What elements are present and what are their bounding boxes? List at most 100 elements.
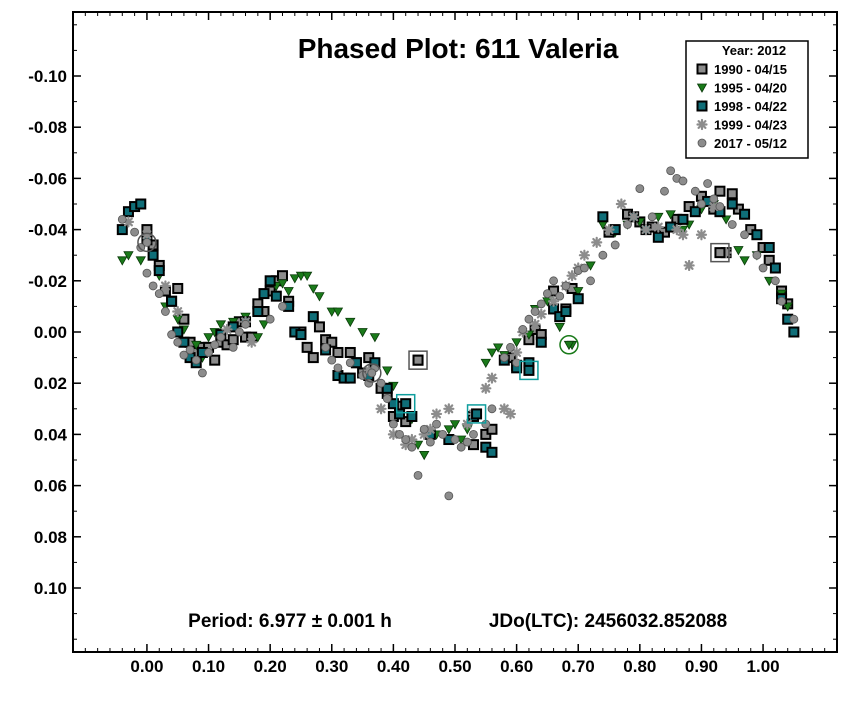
point-series-4	[197, 368, 207, 378]
legend-label: 1995 - 04/20	[714, 81, 787, 96]
point-series-1	[492, 343, 504, 353]
x-tick-label: 0.60	[500, 657, 533, 676]
point-series-3	[246, 336, 258, 348]
legend: Year: 2012 1990 - 04/15 1995 - 04/20 1998 …	[685, 40, 809, 159]
point-series-2	[739, 208, 751, 220]
point-series-4	[210, 340, 220, 350]
point-series-1	[123, 251, 134, 261]
point-series-3	[603, 224, 615, 236]
point-series-1	[554, 322, 565, 333]
point-series-1	[135, 256, 146, 266]
point-series-1	[480, 358, 491, 369]
point-series-4	[327, 355, 337, 365]
point-series-0	[172, 282, 184, 294]
point-series-0	[714, 185, 726, 197]
y-tick-label: -0.02	[28, 272, 67, 291]
point-series-3	[652, 221, 664, 233]
point-series-0	[344, 346, 356, 358]
point-series-4	[740, 230, 749, 240]
highlight-outline	[395, 393, 416, 414]
point-series-3	[486, 372, 498, 384]
point-series-4	[321, 342, 331, 352]
point-series-4	[444, 491, 454, 501]
point-series-4	[530, 307, 540, 316]
point-series-0	[227, 334, 239, 346]
point-series-3	[566, 270, 578, 282]
point-series-1	[308, 284, 319, 294]
point-series-2	[344, 372, 356, 384]
highlight-point	[714, 247, 726, 259]
point-series-4	[635, 184, 645, 194]
highlight-markers	[137, 232, 730, 424]
point-series-4	[419, 424, 429, 434]
point-series-1	[449, 420, 461, 430]
point-series-4	[204, 348, 213, 357]
y-tick-label: 0.02	[34, 374, 67, 393]
highlight-outline	[362, 363, 382, 383]
x-tick-label: 0.30	[315, 657, 348, 676]
point-series-4	[345, 358, 355, 368]
point-series-2	[166, 295, 178, 307]
legend-box	[685, 40, 809, 159]
point-series-1	[739, 256, 750, 266]
point-series-1	[332, 307, 344, 317]
point-series-2	[677, 213, 689, 225]
point-series-4	[610, 240, 620, 250]
epoch-label: JDo(LTC): 2456032.852088	[489, 611, 727, 632]
highlight-outline	[466, 404, 487, 424]
point-series-4	[413, 470, 423, 480]
point-series-2	[597, 211, 609, 223]
point-series-3	[443, 403, 455, 415]
point-series-4	[228, 342, 238, 352]
point-series-4	[703, 179, 713, 188]
legend-marker-1	[696, 83, 708, 93]
point-series-4	[173, 337, 183, 347]
point-series-4	[647, 212, 657, 222]
point-series-0	[763, 254, 775, 266]
point-series-1	[585, 261, 596, 271]
point-series-4	[148, 281, 158, 291]
point-series-4	[549, 276, 558, 286]
point-series-4	[167, 330, 176, 339]
y-tick-label: 0.06	[34, 477, 67, 496]
point-series-4	[191, 355, 201, 365]
point-series-2	[135, 198, 147, 210]
point-series-4	[561, 281, 571, 291]
chart-title: Phased Plot: 611 Valeria	[298, 33, 619, 64]
legend-label: 1999 - 04/23	[714, 118, 787, 133]
point-series-1	[665, 210, 676, 220]
point-series-2	[535, 336, 547, 348]
point-series-4	[666, 166, 676, 176]
point-series-4	[543, 289, 552, 299]
point-series-0	[307, 352, 319, 364]
point-series-4	[579, 263, 589, 273]
point-series-4	[524, 314, 534, 324]
point-series-1	[573, 287, 584, 297]
point-series-2	[264, 275, 276, 287]
point-series-4	[487, 404, 497, 414]
highlight-point	[471, 408, 483, 420]
point-series-1	[326, 307, 337, 317]
highlight-point	[142, 237, 152, 247]
highlight-point	[563, 340, 575, 351]
x-tick-label: 0.10	[192, 657, 225, 676]
point-series-1	[191, 340, 202, 351]
point-series-1	[511, 338, 522, 348]
point-series-1	[314, 292, 325, 302]
highlight-outline	[408, 350, 428, 370]
x-tick-label: 0.40	[377, 657, 410, 676]
y-tick-label: 0.04	[34, 425, 68, 444]
y-tick-label: -0.06	[28, 169, 67, 188]
point-series-0	[326, 336, 338, 348]
point-series-4	[678, 176, 688, 186]
legend-marker-3	[696, 118, 708, 131]
legend-marker-2	[696, 100, 708, 112]
point-series-4	[117, 214, 127, 224]
legend-title: Year: 2012	[722, 43, 786, 58]
point-series-0	[301, 341, 313, 353]
point-series-4	[388, 419, 398, 429]
point-series-4	[690, 186, 700, 196]
point-series-1	[419, 450, 430, 461]
point-series-2	[769, 262, 781, 274]
point-series-1	[215, 320, 227, 330]
